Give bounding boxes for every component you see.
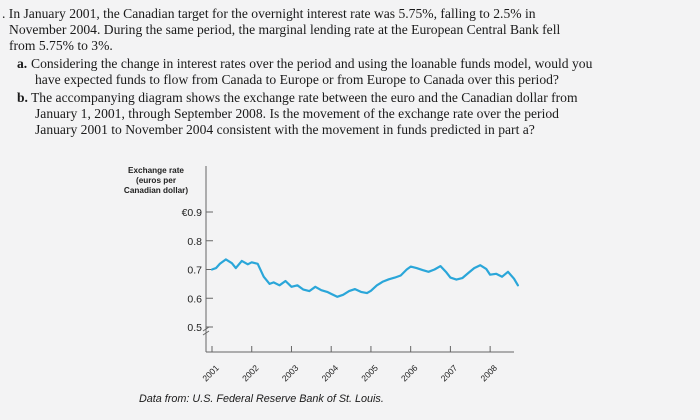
- y-tick-label: €0.9: [182, 207, 203, 219]
- part-a-line-2: have expected funds to flow from Canada …: [35, 72, 559, 87]
- intro-line-3: from 5.75% to 3%.: [9, 38, 113, 53]
- x-tick-label: 2004: [320, 363, 341, 384]
- y-axis-label-line-2: (euros per: [136, 176, 177, 185]
- x-tick-label: 2006: [399, 363, 420, 384]
- y-tick-label: 0.6: [187, 293, 202, 305]
- axis-break-icon: [202, 326, 210, 336]
- part-b-line-2: January 1, 2001, through September 2008.…: [35, 106, 559, 121]
- y-ticks: €0.9 0.8 0.7 0.6 0.5: [182, 207, 213, 334]
- x-tick-label: 2001: [200, 363, 221, 384]
- series-line-exchange-rate: [210, 258, 519, 298]
- x-tick-label: 2005: [359, 363, 380, 384]
- chart-source: Data from: U.S. Federal Reserve Bank of …: [139, 393, 384, 405]
- part-b-label: b.: [17, 90, 28, 105]
- y-tick-label: 0.7: [187, 265, 202, 277]
- part-a-line-1: Considering the change in interest rates…: [31, 56, 593, 71]
- part-b-line-1: The accompanying diagram shows the excha…: [31, 90, 578, 105]
- x-tick-label: 2002: [240, 363, 261, 384]
- intro-line-2: November 2004. During the same period, t…: [9, 22, 561, 37]
- y-tick-label: 0.5: [187, 322, 202, 334]
- x-tick-label: 2008: [478, 363, 499, 384]
- x-tick-label: 2003: [280, 363, 301, 384]
- x-tick-label: 2007: [439, 363, 460, 384]
- y-axis-label-line-3: Canadian dollar): [124, 186, 188, 195]
- y-axis-label: Exchange rate (euros per Canadian dollar…: [124, 166, 188, 195]
- y-tick-label: 0.8: [187, 236, 202, 248]
- part-b-line-3: January 2001 to November 2004 consistent…: [35, 122, 535, 137]
- y-axis-label-line-1: Exchange rate: [128, 166, 184, 175]
- intro-line-1: . In January 2001, the Canadian target f…: [2, 6, 536, 21]
- part-a-label: a.: [17, 56, 28, 71]
